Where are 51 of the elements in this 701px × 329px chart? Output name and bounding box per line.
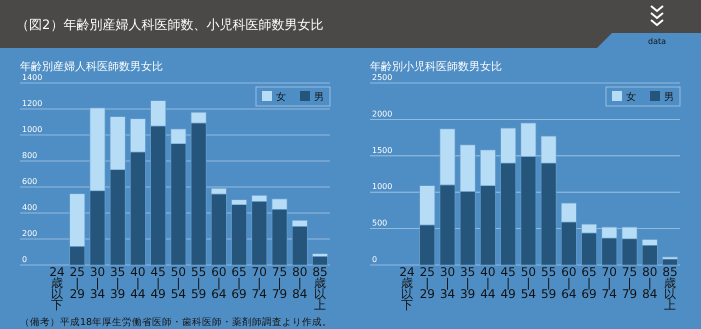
y-tick-label: 2500 <box>372 73 392 82</box>
y-tick-label: 500 <box>372 218 388 228</box>
x-tick-label: 50|54 <box>170 265 186 301</box>
x-tick-label: 25|29 <box>70 265 85 301</box>
x-tick-label: 30|34 <box>90 265 106 301</box>
x-tick-label: 75|79 <box>622 265 638 301</box>
x-tick-label: 35|39 <box>110 265 126 301</box>
y-tick-label: 2000 <box>372 109 392 118</box>
y-tick-label: 400 <box>22 203 38 212</box>
y-tick-label: 200 <box>22 229 38 238</box>
text: （備考）平成18年厚生労働省医師・歯科医師・薬剤師調査より作成。 <box>20 316 332 328</box>
y-tick-label: 1400 <box>22 73 42 82</box>
y-tick-label: 1200 <box>22 99 42 108</box>
chart-title: 年齢別産婦人科医師数男女比 <box>20 60 163 73</box>
x-tick-label: 25|29 <box>420 265 435 301</box>
y-tick-label: 1000 <box>372 182 392 192</box>
x-tick-label: 75|79 <box>272 265 288 301</box>
x-tick-label: 80|84 <box>642 265 658 301</box>
y-tick-label: 800 <box>22 151 38 160</box>
x-tick-label: 35|39 <box>460 265 476 301</box>
chart-title: 年齢別小児科医師数男女比 <box>370 60 502 73</box>
x-tick-label: 40|44 <box>480 265 496 301</box>
y-tick-label: 0 <box>372 255 378 264</box>
x-tick-label: 60|64 <box>561 265 576 301</box>
x-tick-label: 85歳以上 <box>312 265 328 312</box>
y-tick-label: 1500 <box>372 146 392 155</box>
x-tick-label: 70|74 <box>602 265 617 301</box>
x-tick-label: 30|34 <box>440 265 456 301</box>
x-tick-label: 65|69 <box>581 265 597 301</box>
x-tick-label: 55|59 <box>540 265 556 301</box>
x-tick-label: 24歳以下 <box>399 265 415 312</box>
legend-label: 男 <box>314 92 324 103</box>
y-tick-label: 0 <box>22 255 28 264</box>
legend-label: 男 <box>664 92 674 103</box>
text: （図2）年齢別産婦人科医師数、小児科医師数男女比 <box>16 17 324 33</box>
x-tick-label: 55|59 <box>190 265 206 301</box>
x-tick-label: 80|84 <box>292 265 308 301</box>
legend-label: 女 <box>626 91 636 103</box>
y-tick-label: 1000 <box>22 125 42 134</box>
x-tick-label: 50|54 <box>520 265 536 301</box>
x-tick-label: 45|49 <box>500 265 516 301</box>
x-tick-label: 40|44 <box>130 265 146 301</box>
x-tick-label: 60|64 <box>211 265 226 301</box>
x-tick-label: 24歳以下 <box>49 265 65 312</box>
x-tick-label: 45|49 <box>150 265 166 301</box>
text: data <box>648 37 666 46</box>
y-tick-label: 600 <box>22 177 38 186</box>
x-tick-label: 65|69 <box>231 265 247 301</box>
legend-label: 女 <box>276 91 286 103</box>
x-tick-label: 85歳以上 <box>662 265 678 312</box>
x-tick-label: 70|74 <box>252 265 267 301</box>
